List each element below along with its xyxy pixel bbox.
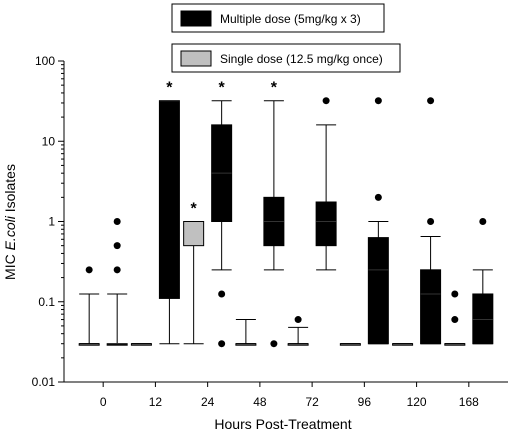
- box-24-multiple: *: [211, 80, 233, 348]
- y-tick-label: 0.01: [32, 375, 56, 389]
- outlier-point: [218, 340, 226, 348]
- outlier-point: [218, 290, 226, 298]
- box-72-multiple: [315, 97, 337, 271]
- outlier-point: [479, 218, 487, 225]
- box-12-multiple: *: [158, 80, 180, 345]
- iqr-box: [183, 221, 205, 247]
- iqr-box: [420, 269, 442, 345]
- x-tick-label: 72: [305, 395, 319, 409]
- box-24-single: *: [183, 201, 205, 345]
- y-tick-label: 10: [42, 134, 56, 148]
- y-tick-label: 1: [48, 215, 55, 229]
- x-axis-title: Hours Post-Treatment: [214, 416, 351, 432]
- legend: Multiple dose (5mg/kg x 3) Single dose (…: [171, 3, 401, 73]
- outlier-point: [451, 316, 459, 324]
- y-axis-title-prefix: MIC: [2, 250, 18, 280]
- outlier-point: [427, 218, 435, 225]
- outlier-point: [270, 340, 278, 348]
- outlier-point: [113, 266, 121, 274]
- box-48-multiple: *: [263, 80, 285, 348]
- x-tick-label: 96: [358, 395, 372, 409]
- legend-swatch-single: [180, 50, 212, 67]
- box-marks: * * * *: [78, 80, 494, 348]
- y-axis-title-italic: E.coli: [2, 215, 18, 250]
- axes: [63, 61, 508, 383]
- outlier-point: [294, 316, 302, 324]
- significance-star: *: [219, 80, 226, 97]
- iqr-box: [472, 293, 494, 345]
- legend-label-single: Single dose (12.5 mg/kg once): [220, 52, 383, 66]
- outlier-point: [113, 218, 121, 225]
- box-96-multiple: [367, 97, 389, 345]
- box-96-single: [339, 343, 361, 346]
- x-axis-ticks: 0 12 24 48 72 96 120 168: [100, 382, 479, 409]
- y-axis-title-suffix: Isolates: [2, 164, 18, 216]
- x-tick-label: 24: [201, 395, 215, 409]
- x-tick-label: 120: [407, 395, 427, 409]
- iqr-box: [158, 100, 180, 299]
- box-48-single: [235, 319, 257, 346]
- outlier-point: [113, 242, 121, 250]
- outlier-point: [451, 290, 459, 298]
- significance-star: *: [271, 80, 278, 97]
- y-axis-title: MIC E.coli Isolates: [2, 164, 18, 280]
- box-0-multiple: [106, 218, 128, 346]
- significance-star: *: [166, 80, 173, 97]
- y-tick-label: 100: [35, 54, 55, 68]
- x-tick-label: 48: [253, 395, 267, 409]
- box-72-single: [287, 316, 309, 346]
- legend-label-multiple: Multiple dose (5mg/kg x 3): [220, 12, 361, 26]
- box-168-single: [444, 290, 466, 346]
- x-tick-label: 12: [149, 395, 163, 409]
- outlier-point: [427, 97, 435, 105]
- box-168-multiple: [472, 218, 494, 345]
- x-tick-label: 168: [459, 395, 479, 409]
- iqr-box: [367, 237, 389, 345]
- outlier-point: [374, 193, 382, 201]
- y-tick-label: 0.1: [38, 295, 55, 309]
- outlier-point: [85, 266, 93, 274]
- outlier-point: [322, 97, 330, 105]
- outlier-point: [374, 97, 382, 105]
- x-tick-label: 0: [100, 395, 107, 409]
- legend-swatch-multiple: [180, 10, 212, 27]
- box-0-single: [78, 266, 100, 346]
- y-axis-ticks: 0.01 0.1 1 10 100: [32, 54, 64, 389]
- box-120-multiple: [420, 97, 442, 345]
- box-120-single: [392, 343, 414, 346]
- box-12-single: [130, 343, 152, 346]
- significance-star: *: [191, 201, 198, 218]
- iqr-box: [315, 201, 337, 247]
